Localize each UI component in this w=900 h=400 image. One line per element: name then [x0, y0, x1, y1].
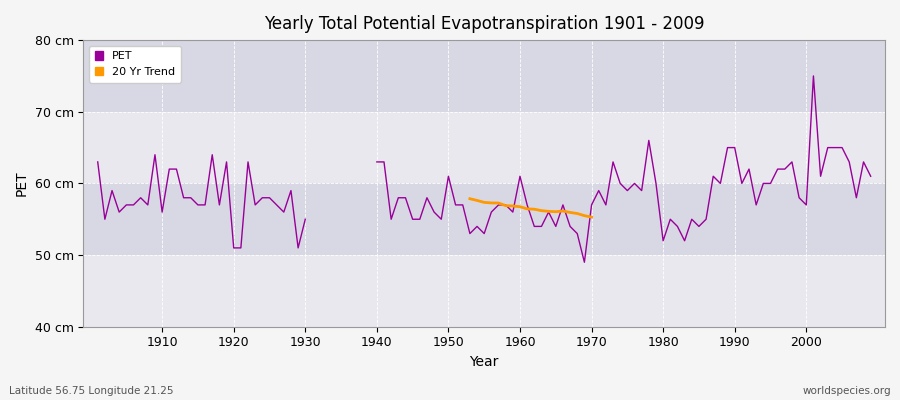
Legend: PET, 20 Yr Trend: PET, 20 Yr Trend: [89, 46, 181, 82]
Bar: [84, 255, 885, 327]
Text: worldspecies.org: worldspecies.org: [803, 386, 891, 396]
Bar: [84, 112, 885, 184]
Bar: [84, 40, 885, 112]
X-axis label: Year: Year: [470, 355, 499, 369]
Y-axis label: PET: PET: [15, 171, 29, 196]
Bar: [84, 184, 885, 255]
Title: Yearly Total Potential Evapotranspiration 1901 - 2009: Yearly Total Potential Evapotranspiratio…: [264, 15, 705, 33]
Text: Latitude 56.75 Longitude 21.25: Latitude 56.75 Longitude 21.25: [9, 386, 174, 396]
